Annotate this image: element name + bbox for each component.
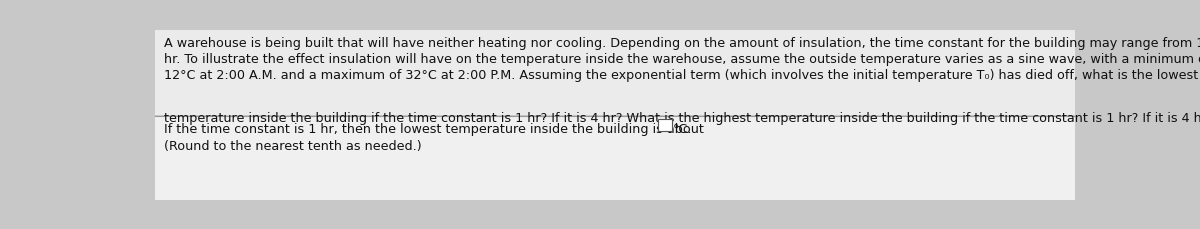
Bar: [155, 31, 1075, 116]
Text: temperature inside the building if the time constant is 1 hr? If it is 4 hr? Wha: temperature inside the building if the t…: [164, 112, 1200, 125]
Text: hr. To illustrate the effect insulation will have on the temperature inside the : hr. To illustrate the effect insulation …: [164, 53, 1200, 66]
Text: °C.: °C.: [673, 123, 692, 136]
Bar: [658, 120, 672, 131]
Text: A warehouse is being built that will have neither heating nor cooling. Depending: A warehouse is being built that will hav…: [164, 37, 1200, 50]
Text: If the time constant is 1 hr, then the lowest temperature inside the building is: If the time constant is 1 hr, then the l…: [164, 123, 708, 136]
Bar: [155, 117, 1075, 200]
Text: 12°C at 2:00 A.M. and a maximum of 32°C at 2:00 P.M. Assuming the exponential te: 12°C at 2:00 A.M. and a maximum of 32°C …: [164, 69, 1198, 82]
Text: (Round to the nearest tenth as needed.): (Round to the nearest tenth as needed.): [164, 139, 421, 152]
